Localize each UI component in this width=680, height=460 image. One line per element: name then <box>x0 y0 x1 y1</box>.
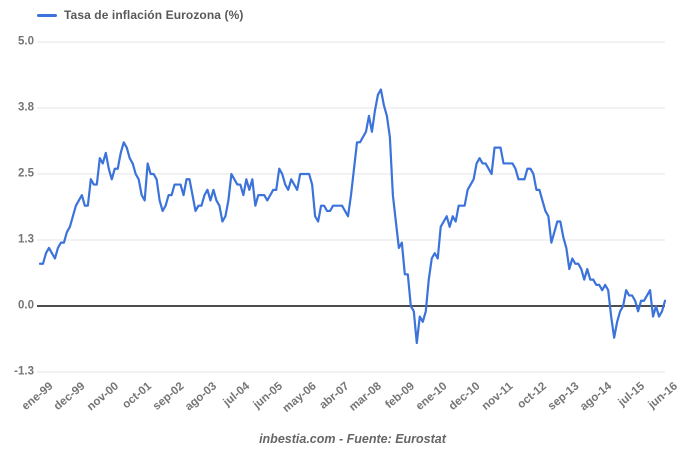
y-axis-tick-label: 1.3 <box>18 233 34 246</box>
legend-label: Tasa de inflación Eurozona (%) <box>64 8 244 22</box>
chart-legend: Tasa de inflación Eurozona (%) <box>37 8 243 22</box>
y-axis-tick-label: 0.0 <box>18 299 34 312</box>
legend-line-swatch-icon <box>37 13 57 17</box>
inflation-line-series <box>38 88 667 345</box>
y-axis-tick-label: 5.0 <box>18 35 34 48</box>
y-axis-tick-label: 3.8 <box>18 101 34 114</box>
y-axis-tick-label: -1.3 <box>14 365 34 378</box>
chart-footer-source: inbestia.com - Fuente: Eurostat <box>259 432 446 446</box>
y-axis-tick-label: 2.5 <box>18 167 34 180</box>
